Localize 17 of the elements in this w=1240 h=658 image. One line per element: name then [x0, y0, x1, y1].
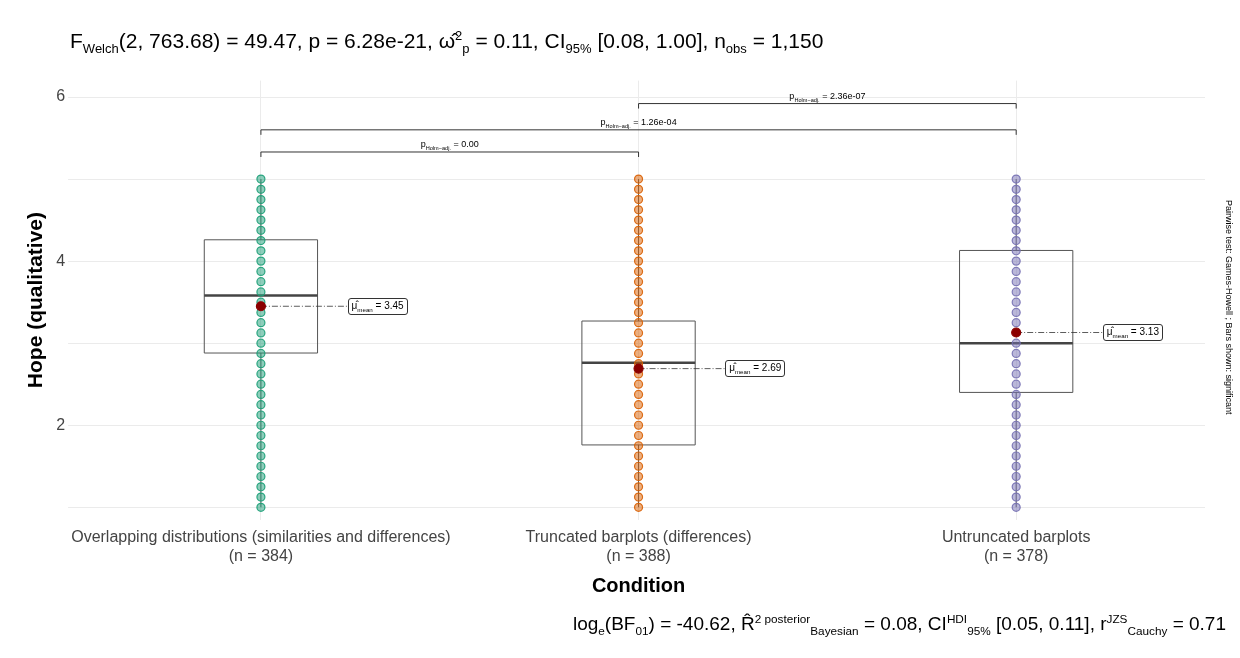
y-tick-label: 6: [56, 87, 66, 105]
chart-title: F$_{Welch}$(2, 763.68) = 49.47, p = 6.28e-21, ω̂$^{2}$$_{p}$ = 0.11, CI$_{95%}$ [0.08, 1.00], n$_{obs}$ = 1,150: [70, 28, 824, 57]
y-tick-label: 2: [56, 415, 66, 433]
x-tick-label: Untruncated barplots (n = 378): [941, 527, 1091, 564]
x-tick-label: Truncated barplots (differences) (n = 388): [525, 527, 752, 564]
x-tick-label: Overlapping distributions (similarities and differences) (n = 384): [71, 527, 451, 564]
annotation: p$_{Holm−adj.}$ = 1.26e-04: [600, 116, 677, 129]
annotation: μ̂$_{mean}$ = 2.69: [725, 360, 786, 378]
annotation: p$_{Holm−adj.}$ = 0.00: [420, 138, 479, 151]
annotation: p$_{Holm−adj.}$ = 2.36e-07: [789, 90, 866, 103]
x-axis-title: Condition: [591, 573, 686, 596]
y-tick-label: 4: [56, 251, 66, 269]
y-axis-title: Hope (qualitative): [23, 212, 47, 389]
annotation: μ̂$_{mean}$ = 3.45: [347, 297, 408, 315]
text: log$_{e}$(BF$_{01}$) = -40.62, R̂$^{2 posterior}$$_{Bayesian}$ = 0.08, CI$^{HDI}$$_{95%}$ [0.05, 0.11], r$^{JZS}$$_{Cauchy}$ = 0.71: [572, 612, 1226, 638]
annotation: μ̂$_{mean}$ = 3.13: [1102, 324, 1163, 341]
text: Pairwise test: Games-Howell ; Bars shown: significant: [1224, 200, 1234, 415]
